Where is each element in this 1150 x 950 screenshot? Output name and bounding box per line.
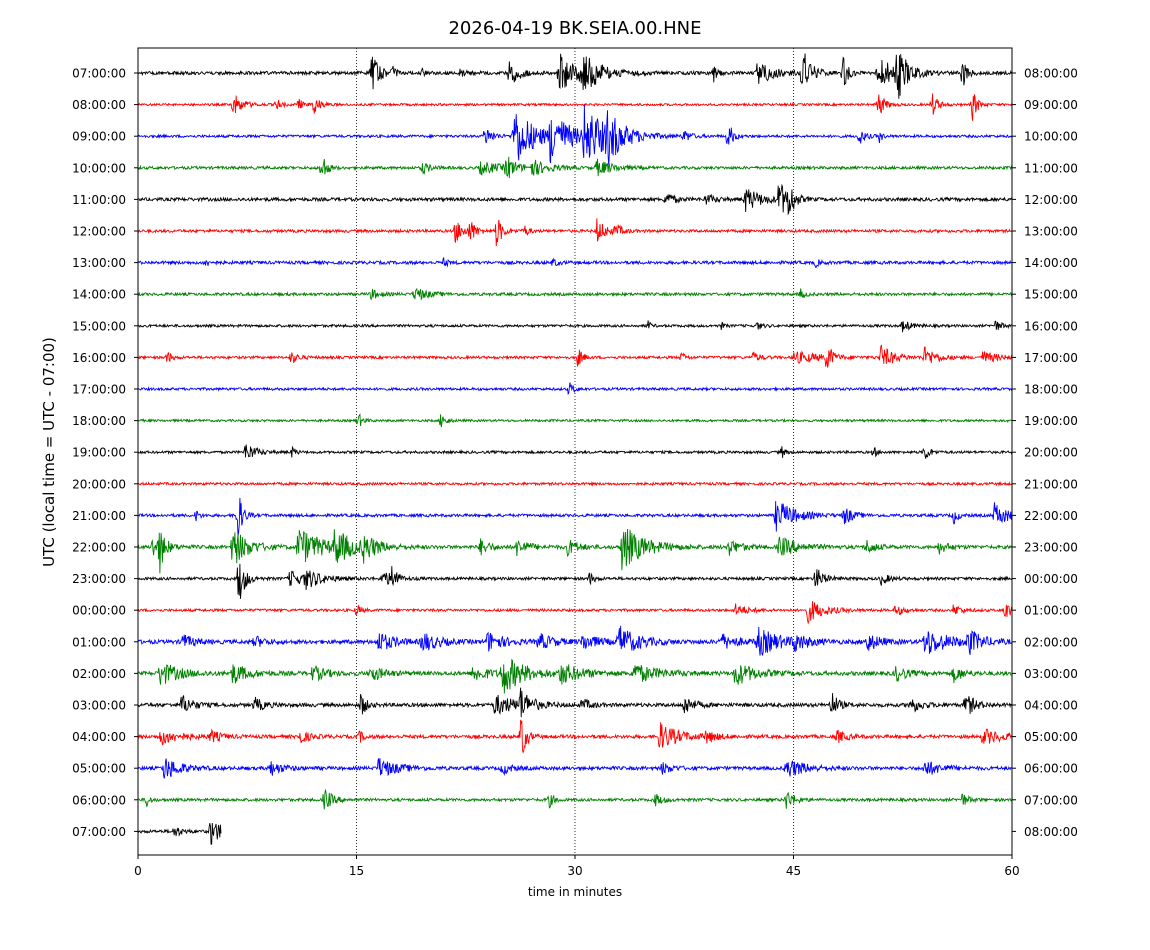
trace-row: [137, 758, 1013, 779]
trace-row: [137, 687, 1013, 718]
right-time-label: 19:00:00: [1024, 414, 1078, 428]
left-time-label: 17:00:00: [72, 383, 126, 397]
trace-row: [137, 93, 1013, 121]
trace-row: [137, 287, 1013, 301]
left-time-label: 01:00:00: [72, 635, 126, 649]
trace-row: [137, 529, 1013, 574]
left-time-label: 00:00:00: [72, 604, 126, 618]
right-time-label: 06:00:00: [1024, 762, 1078, 776]
right-time-label: 23:00:00: [1024, 541, 1078, 555]
left-time-label: 09:00:00: [72, 130, 126, 144]
left-time-label: 05:00:00: [72, 762, 126, 776]
right-time-label: 09:00:00: [1024, 98, 1078, 112]
left-time-label: 20:00:00: [72, 477, 126, 491]
right-time-label: 05:00:00: [1024, 730, 1078, 744]
right-time-label: 16:00:00: [1024, 319, 1078, 333]
right-time-label: 13:00:00: [1024, 225, 1078, 239]
y-axis-label: UTC (local time = UTC - 07:00): [40, 337, 58, 567]
trace-row: [137, 563, 1013, 599]
right-time-label: 22:00:00: [1024, 509, 1078, 523]
trace-row: [137, 218, 1013, 247]
x-tick-labels: 0 15 30 45 60: [134, 855, 1020, 878]
left-time-label: 19:00:00: [72, 446, 126, 460]
trace-row: [137, 104, 1013, 166]
trace-row: [137, 156, 1013, 179]
trace-row: [137, 53, 1013, 99]
trace-row: [137, 382, 1013, 396]
right-time-label: 14:00:00: [1024, 256, 1078, 270]
trace-row: [137, 320, 1013, 333]
x-tick-label: 15: [349, 864, 364, 878]
left-time-label: 08:00:00: [72, 98, 126, 112]
x-tick-label: 30: [567, 864, 582, 878]
right-time-label: 17:00:00: [1024, 351, 1078, 365]
trace-row: [137, 444, 1013, 459]
left-time-label: 16:00:00: [72, 351, 126, 365]
left-time-label: 18:00:00: [72, 414, 126, 428]
x-axis-label: time in minutes: [528, 885, 622, 899]
trace-row: [137, 497, 1013, 537]
right-time-label: 08:00:00: [1024, 67, 1078, 81]
left-time-label: 13:00:00: [72, 256, 126, 270]
trace-row: [137, 601, 1013, 625]
left-time-label: 23:00:00: [72, 572, 126, 586]
right-time-label: 03:00:00: [1024, 667, 1078, 681]
right-time-label: 15:00:00: [1024, 288, 1078, 302]
x-tick-label: 45: [786, 864, 801, 878]
trace-row: [137, 789, 1013, 810]
trace-row: [137, 658, 1013, 694]
left-time-label: 11:00:00: [72, 193, 126, 207]
left-time-label: 21:00:00: [72, 509, 126, 523]
trace-row: [137, 257, 1013, 268]
right-time-label: 10:00:00: [1024, 130, 1078, 144]
right-time-label: 12:00:00: [1024, 193, 1078, 207]
left-tick-labels: 07:00:00 08:00:00 09:00:00 10:00:00 11:00:00…: [72, 67, 138, 839]
x-tick-label: 60: [1004, 864, 1019, 878]
left-time-label: 10:00:00: [72, 161, 126, 175]
left-time-label: 04:00:00: [72, 730, 126, 744]
trace-row: [137, 344, 1013, 368]
trace-row: [137, 183, 1013, 216]
left-time-label: 14:00:00: [72, 288, 126, 302]
left-time-label: 07:00:00: [72, 825, 126, 839]
trace-lines: [137, 53, 1013, 845]
right-time-label: 21:00:00: [1024, 477, 1078, 491]
right-time-label: 04:00:00: [1024, 699, 1078, 713]
trace-row: [137, 625, 1013, 657]
trace-row: [137, 480, 1013, 487]
right-time-label: 18:00:00: [1024, 383, 1078, 397]
right-tick-labels: 08:00:00 09:00:00 10:00:00 11:00:00 12:00:00…: [1012, 67, 1078, 839]
trace-row: [137, 413, 1013, 428]
chart-title: 2026-04-19 BK.SEIA.00.HNE: [448, 18, 701, 39]
x-gridlines: [356, 48, 794, 855]
right-time-label: 07:00:00: [1024, 793, 1078, 807]
right-time-label: 11:00:00: [1024, 161, 1078, 175]
trace-row: [137, 719, 1013, 754]
right-time-label: 20:00:00: [1024, 446, 1078, 460]
left-time-label: 06:00:00: [72, 793, 126, 807]
right-time-label: 08:00:00: [1024, 825, 1078, 839]
trace-row: [137, 822, 222, 845]
right-time-label: 02:00:00: [1024, 635, 1078, 649]
left-time-label: 22:00:00: [72, 541, 126, 555]
left-time-label: 02:00:00: [72, 667, 126, 681]
left-time-label: 12:00:00: [72, 225, 126, 239]
x-tick-label: 0: [134, 864, 142, 878]
right-time-label: 01:00:00: [1024, 604, 1078, 618]
left-time-label: 07:00:00: [72, 67, 126, 81]
right-time-label: 00:00:00: [1024, 572, 1078, 586]
left-time-label: 03:00:00: [72, 699, 126, 713]
left-time-label: 15:00:00: [72, 319, 126, 333]
